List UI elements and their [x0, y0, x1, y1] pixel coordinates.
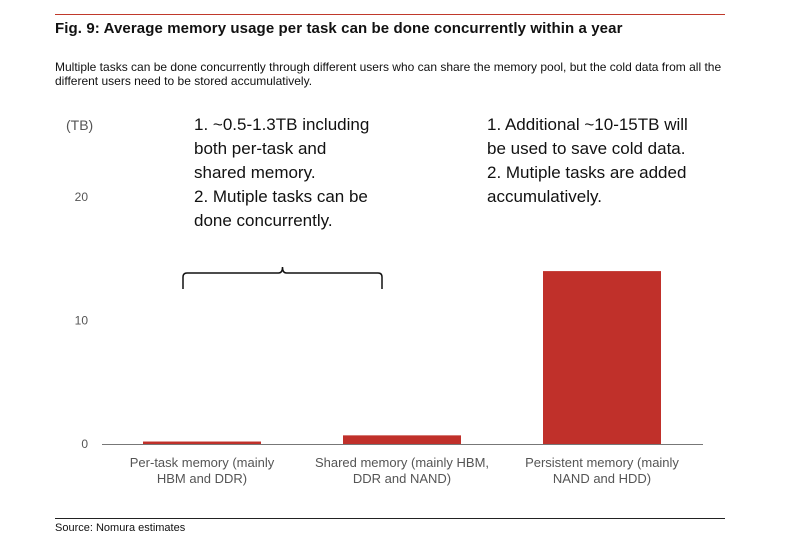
annotation-line: 1. ~0.5-1.3TB including — [194, 115, 369, 134]
y-axis-ticks: 0 10 20 — [75, 190, 89, 451]
annotation-line: done concurrently. — [194, 211, 333, 230]
annotation-line: shared memory. — [194, 163, 316, 182]
bar-2 — [343, 435, 461, 444]
x-tick-label: Persistent memory (mainly — [525, 455, 679, 470]
x-tick-label: HBM and DDR) — [157, 471, 247, 486]
y-tick-label: 0 — [81, 437, 88, 451]
brace-path — [182, 266, 383, 289]
title-rule — [55, 14, 725, 15]
y-tick-label: 20 — [75, 190, 89, 204]
annotation-line: both per-task and — [194, 139, 326, 158]
annotation-line: 1. Additional ~10-15TB will — [487, 115, 688, 134]
y-unit-label: (TB) — [66, 117, 93, 133]
figure-title: Fig. 9: Average memory usage per task ca… — [55, 20, 623, 37]
annotation-line: 2. Mutiple tasks can be — [194, 187, 368, 206]
source-rule — [55, 518, 725, 519]
figure-subtitle: Multiple tasks can be done concurrently … — [55, 60, 722, 88]
annotation-line: be used to save cold data. — [487, 139, 685, 158]
bars-group — [143, 271, 661, 444]
bar-1 — [143, 441, 261, 444]
annotation-line: accumulatively. — [487, 187, 602, 206]
y-tick-label: 10 — [75, 314, 89, 328]
annotation-line: 2. Mutiple tasks are added — [487, 163, 686, 182]
x-tick-label: Per-task memory (mainly — [130, 455, 275, 470]
source-note: Source: Nomura estimates — [55, 522, 186, 534]
x-tick-label: DDR and NAND) — [353, 471, 451, 486]
bar-3 — [543, 271, 661, 444]
bracket-brace — [182, 266, 383, 289]
x-tick-label: Shared memory (mainly HBM, — [315, 455, 489, 470]
x-tick-label: NAND and HDD) — [553, 471, 651, 486]
annotations-group: 1. ~0.5-1.3TB including both per-task and… — [194, 115, 688, 230]
